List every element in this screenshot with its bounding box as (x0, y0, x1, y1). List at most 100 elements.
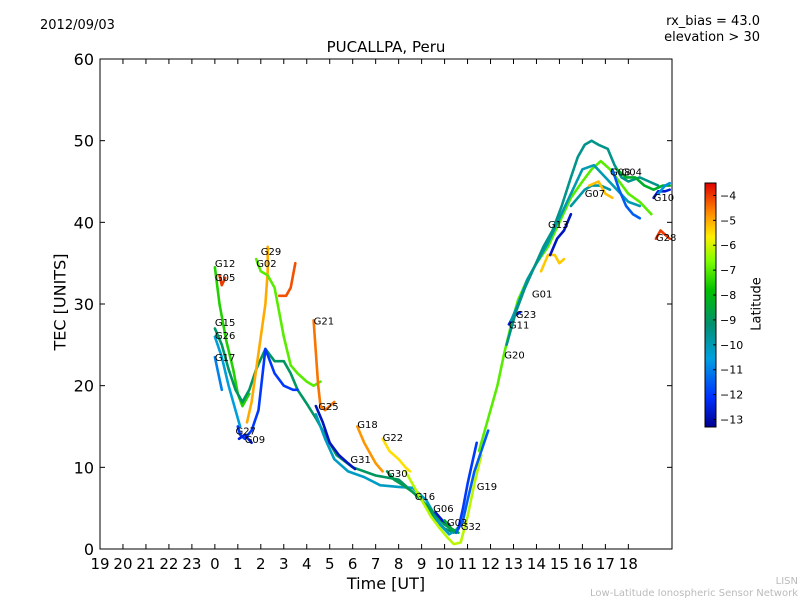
x-tick-label: 13 (504, 555, 523, 573)
y-tick-layer: 0 10 20 30 40 50 60 (74, 50, 672, 559)
x-tick-label: 18 (619, 555, 638, 573)
x-tick-label: 7 (371, 555, 381, 573)
date-label: 2012/09/03 (40, 18, 115, 33)
series-line-g16 (404, 453, 483, 546)
series-label-g26: G26 (215, 331, 235, 342)
series-line-g10b (656, 181, 672, 196)
colorbar-tick-label: −10 (720, 339, 743, 352)
series-label-g29: G29 (261, 247, 281, 258)
series-label-g05: G05 (215, 273, 235, 284)
colorbar (704, 182, 717, 428)
series-label-g16: G16 (415, 492, 435, 503)
x-tick-label: 17 (596, 555, 615, 573)
series-label-g08: G08 (610, 168, 630, 179)
series-line-g02 (254, 257, 322, 388)
series-line-g13b (548, 212, 573, 257)
y-tick-label: 30 (74, 295, 94, 314)
series-line-g07b (587, 180, 614, 200)
x-tick-label: 0 (210, 555, 220, 573)
colorbar-tick-label: −13 (720, 414, 743, 427)
series-line-g01 (505, 139, 660, 347)
x-tick-label: 2 (256, 555, 266, 573)
colorbar-tick-layer: −4 −5 −6 −7 −8 −9 −10 −11 −12 −13 (713, 189, 743, 427)
series-line-g29 (245, 245, 270, 424)
series-line-g28 (654, 229, 672, 240)
series-label-g18: G18 (357, 420, 377, 431)
series-label-g12: G12 (215, 259, 235, 270)
series-line-g30 (385, 470, 458, 535)
series-line-g31 (314, 412, 460, 536)
colorbar-tick-label: −5 (720, 214, 736, 227)
x-tick-label: 22 (159, 555, 178, 573)
y-tick-label: 10 (74, 458, 94, 477)
x-tick-label: 20 (113, 555, 132, 573)
series-label-g20: G20 (504, 351, 524, 362)
y-tick-label: 20 (74, 377, 94, 396)
credit-line-2: Low-Latitude Ionospheric Sensor Network (590, 588, 798, 599)
series-line-g21 (312, 318, 336, 412)
series-label-g30: G30 (387, 469, 407, 480)
series-label-g27: G27 (236, 427, 256, 438)
series-label-g02: G02 (256, 259, 276, 270)
series-label-g17: G17 (215, 353, 235, 364)
series-label-g10: G10 (654, 193, 674, 204)
series-label-g11: G11 (509, 320, 529, 331)
x-tick-layer: 19 20 21 22 23 0 1 2 3 4 5 6 7 8 9 10 11 12 13 14 15 16 17 18 (90, 59, 638, 573)
series-line-g12 (213, 265, 251, 408)
colorbar-tick-label: −6 (720, 239, 736, 252)
x-tick-label: 4 (302, 555, 312, 573)
series-label-g06: G06 (433, 504, 453, 515)
x-axis-label: Time [UT] (346, 574, 426, 593)
x-tick-label: 1 (233, 555, 243, 573)
series-line-g23 (509, 163, 642, 322)
x-tick-label: 14 (527, 555, 546, 573)
x-tick-label: 19 (90, 555, 109, 573)
series-line-g09 (237, 433, 253, 445)
colorbar-tick-label: −11 (720, 364, 743, 377)
elevation-label: elevation > 30 (664, 30, 760, 45)
x-tick-label: 15 (550, 555, 569, 573)
series-label-g32: G32 (461, 522, 481, 533)
series-label-g01: G01 (532, 289, 552, 300)
series-label-g04: G04 (622, 168, 642, 179)
x-tick-label: 12 (481, 555, 500, 573)
series-label-g21: G21 (314, 316, 334, 327)
series-label-g23: G23 (516, 310, 536, 321)
series-label-g03: G03 (447, 518, 467, 529)
series-line-g17 (213, 355, 224, 392)
series-label-g09: G09 (245, 435, 265, 446)
series-line-g18 (355, 425, 384, 473)
series-label-g19: G19 (477, 482, 497, 493)
x-tick-label: 6 (348, 555, 358, 573)
series-line-g25 (314, 404, 357, 471)
series-line-g05 (218, 274, 227, 287)
colorbar-tick-label: −9 (720, 314, 736, 327)
x-tick-label: 23 (182, 555, 201, 573)
x-tick-label: 11 (458, 555, 477, 573)
series-label-g15: G15 (215, 318, 235, 329)
x-tick-label: 10 (435, 555, 454, 573)
credit-line-1: LISN (775, 576, 798, 587)
series-line-g19 (457, 441, 479, 530)
x-tick-label: 3 (279, 555, 289, 573)
colorbar-tick-label: −7 (720, 264, 736, 277)
series-line-g27 (236, 347, 299, 441)
rx-bias-label: rx_bias = 43.0 (666, 14, 760, 29)
x-tick-label: 21 (136, 555, 155, 573)
series-line-g29b (277, 261, 297, 298)
series-label-g22: G22 (383, 433, 403, 444)
y-tick-label: 0 (84, 540, 94, 559)
y-tick-label: 60 (74, 50, 94, 69)
series-label-g07: G07 (585, 189, 605, 200)
x-tick-label: 8 (394, 555, 404, 573)
plot-frame (99, 58, 673, 550)
colorbar-tick-label: −8 (720, 289, 736, 302)
x-tick-label: 16 (573, 555, 592, 573)
series-line-g26 (213, 335, 242, 428)
x-tick-label: 9 (417, 555, 427, 573)
series-line-g20 (477, 159, 653, 453)
series-label-g25: G25 (318, 402, 338, 413)
